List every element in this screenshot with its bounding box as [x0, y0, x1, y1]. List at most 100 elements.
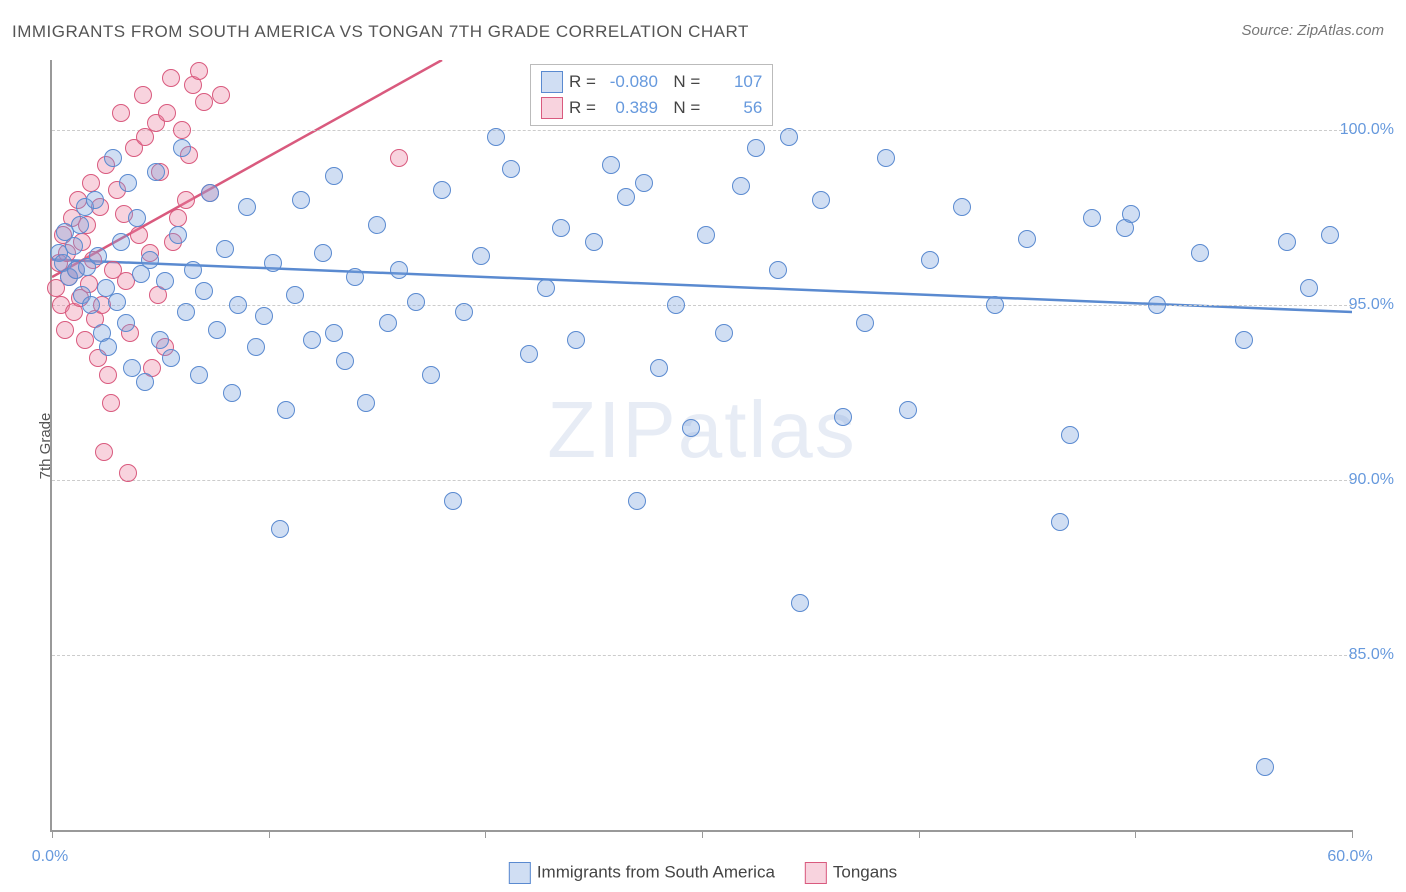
x-tick: [1135, 830, 1136, 838]
scatter-marker: [357, 394, 375, 412]
y-tick-label: 90.0%: [1349, 471, 1394, 489]
scatter-marker: [65, 237, 83, 255]
watermark: ZIPatlas: [547, 384, 856, 476]
scatter-marker: [346, 268, 364, 286]
scatter-marker: [472, 247, 490, 265]
scatter-marker: [117, 314, 135, 332]
scatter-marker: [650, 359, 668, 377]
scatter-marker: [856, 314, 874, 332]
legend-swatch-icon: [805, 862, 827, 884]
scatter-marker: [1083, 209, 1101, 227]
source-label: Source: ZipAtlas.com: [1241, 22, 1384, 39]
scatter-marker: [368, 216, 386, 234]
scatter-marker: [169, 209, 187, 227]
scatter-marker: [141, 251, 159, 269]
scatter-marker: [108, 293, 126, 311]
watermark-b: atlas: [678, 385, 857, 474]
scatter-marker: [208, 321, 226, 339]
plot-area: ZIPatlas: [50, 60, 1352, 832]
scatter-marker: [379, 314, 397, 332]
scatter-marker: [325, 324, 343, 342]
gridline-h: [52, 130, 1352, 131]
scatter-marker: [1256, 758, 1274, 776]
scatter-marker: [99, 366, 117, 384]
scatter-marker: [769, 261, 787, 279]
scatter-marker: [444, 492, 462, 510]
legend-n-value-1: 107: [706, 72, 762, 92]
scatter-marker: [177, 303, 195, 321]
scatter-marker: [128, 209, 146, 227]
gridline-h: [52, 480, 1352, 481]
scatter-marker: [715, 324, 733, 342]
scatter-marker: [151, 331, 169, 349]
scatter-marker: [184, 261, 202, 279]
legend-swatch-2: [541, 97, 563, 119]
scatter-marker: [899, 401, 917, 419]
scatter-marker: [791, 594, 809, 612]
scatter-marker: [407, 293, 425, 311]
scatter-marker: [877, 149, 895, 167]
y-tick-label: 85.0%: [1349, 646, 1394, 664]
scatter-marker: [134, 86, 152, 104]
scatter-marker: [119, 174, 137, 192]
scatter-marker: [212, 86, 230, 104]
scatter-marker: [325, 167, 343, 185]
scatter-marker: [71, 216, 89, 234]
scatter-marker: [247, 338, 265, 356]
scatter-marker: [502, 160, 520, 178]
legend-item-2: Tongans: [805, 862, 897, 884]
scatter-marker: [112, 233, 130, 251]
scatter-marker: [921, 251, 939, 269]
x-tick: [919, 830, 920, 838]
scatter-marker: [86, 191, 104, 209]
scatter-marker: [747, 139, 765, 157]
scatter-marker: [336, 352, 354, 370]
scatter-marker: [390, 261, 408, 279]
scatter-marker: [667, 296, 685, 314]
scatter-marker: [697, 226, 715, 244]
scatter-marker: [390, 149, 408, 167]
scatter-marker: [158, 104, 176, 122]
scatter-marker: [229, 296, 247, 314]
scatter-marker: [617, 188, 635, 206]
scatter-marker: [1300, 279, 1318, 297]
scatter-marker: [255, 307, 273, 325]
scatter-marker: [173, 121, 191, 139]
x-tick: [485, 830, 486, 838]
legend-n-label: N =: [664, 98, 700, 118]
scatter-marker: [628, 492, 646, 510]
scatter-marker: [732, 177, 750, 195]
scatter-marker: [585, 233, 603, 251]
scatter-marker: [780, 128, 798, 146]
scatter-marker: [130, 226, 148, 244]
trend-lines-svg: [52, 60, 1352, 830]
scatter-marker: [520, 345, 538, 363]
scatter-marker: [986, 296, 1004, 314]
scatter-marker: [537, 279, 555, 297]
scatter-marker: [190, 366, 208, 384]
scatter-marker: [303, 331, 321, 349]
x-tick-label-left: 0.0%: [32, 848, 68, 866]
legend-correlation: R = -0.080 N = 107 R = 0.389 N = 56: [530, 64, 773, 126]
legend-series: Immigrants from South America Tongans: [509, 862, 897, 884]
legend-row-2: R = 0.389 N = 56: [541, 95, 762, 121]
scatter-marker: [216, 240, 234, 258]
scatter-marker: [76, 331, 94, 349]
scatter-marker: [264, 254, 282, 272]
legend-label-1: Immigrants from South America: [537, 862, 775, 881]
scatter-marker: [433, 181, 451, 199]
scatter-marker: [834, 408, 852, 426]
chart-title: IMMIGRANTS FROM SOUTH AMERICA VS TONGAN …: [12, 22, 749, 42]
scatter-marker: [1321, 226, 1339, 244]
gridline-h: [52, 655, 1352, 656]
scatter-marker: [277, 401, 295, 419]
scatter-marker: [1018, 230, 1036, 248]
legend-swatch-1: [541, 71, 563, 93]
scatter-marker: [223, 384, 241, 402]
y-tick-label: 100.0%: [1340, 121, 1394, 139]
legend-label-2: Tongans: [833, 862, 897, 881]
scatter-marker: [201, 184, 219, 202]
scatter-marker: [422, 366, 440, 384]
scatter-marker: [190, 62, 208, 80]
x-tick: [702, 830, 703, 838]
